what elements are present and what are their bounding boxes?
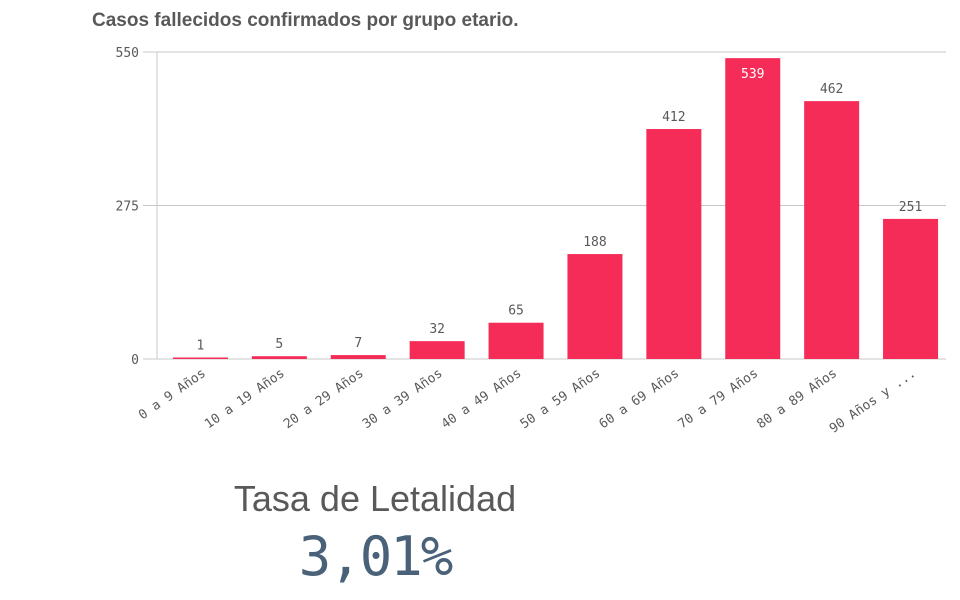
bar[interactable]: [646, 129, 702, 359]
data-label: 5: [275, 337, 283, 352]
x-tick-label: 90 Años y ...: [827, 366, 919, 437]
x-tick-label: 80 a 89 Años: [754, 366, 840, 432]
kpi-title: Tasa de Letalidad: [233, 478, 517, 519]
chart-title: Casos fallecidos confirmados por grupo e…: [92, 10, 519, 31]
data-label: 1: [197, 339, 205, 354]
data-label: 251: [899, 200, 922, 215]
x-tick-label: 60 a 69 Años: [597, 366, 683, 432]
bar[interactable]: [409, 341, 465, 359]
kpi-value: 3,01%: [298, 525, 454, 588]
y-tick-label: 275: [116, 200, 139, 215]
bar[interactable]: [172, 357, 228, 360]
y-tick-label: 0: [131, 353, 139, 368]
bar[interactable]: [330, 355, 386, 359]
data-label: 188: [583, 235, 606, 250]
y-tick-label: 550: [116, 46, 139, 61]
data-label: 412: [662, 110, 685, 125]
y-axis: 0 275 550: [116, 46, 158, 368]
x-tick-label: 30 a 39 Años: [360, 366, 446, 432]
x-tick-label: 50 a 59 Años: [518, 366, 604, 432]
data-label: 65: [508, 304, 524, 319]
x-tick-label: 20 a 29 Años: [281, 366, 367, 432]
x-tick-label: 40 a 49 Años: [439, 366, 525, 432]
bar[interactable]: [804, 101, 860, 360]
bar[interactable]: [251, 356, 307, 359]
x-tick-label: 70 a 79 Años: [676, 366, 762, 432]
data-label: 539: [741, 67, 764, 82]
x-tick-label: 10 a 19 Años: [202, 366, 288, 432]
data-label: 32: [429, 322, 445, 337]
data-label: 462: [820, 82, 843, 97]
bars: [172, 58, 939, 360]
kpi-card: Tasa de Letalidad 3,01%: [200, 476, 550, 592]
bar[interactable]: [567, 254, 623, 359]
bar[interactable]: [883, 218, 939, 359]
data-label: 7: [354, 336, 362, 351]
bar[interactable]: [488, 322, 544, 359]
value-labels: 1 5 7 32 65 188 412 539 462 251: [197, 67, 923, 353]
x-tick-label: 0 a 9 Años: [136, 366, 209, 423]
bar-chart: 0 275 550 1 5 7 32 65 188 412 539 462 251 0 a 9 Año…: [116, 46, 946, 437]
bar[interactable]: [725, 58, 781, 359]
